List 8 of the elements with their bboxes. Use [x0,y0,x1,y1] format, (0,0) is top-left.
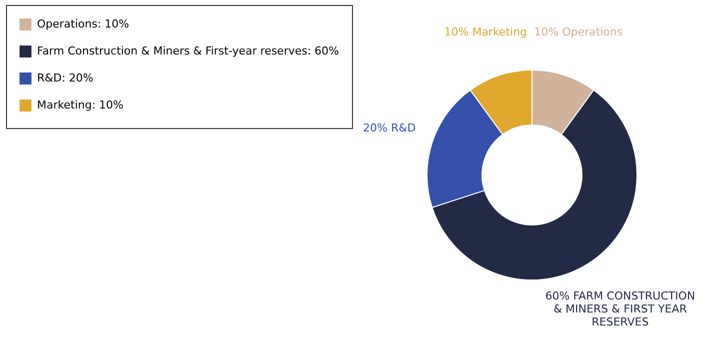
legend-label: R&D: 20% [37,72,94,84]
data-label: 60% FARM CONSTRUCTION & MINERS & FIRST YEAR RESERVES [545,289,696,328]
legend-label: Farm Construction & Miners & First-year reserves: 60% [37,44,340,58]
data-label: 10% Operations [534,25,623,38]
legend-label: Operations: 10% [37,18,130,30]
legend-label: Marketing: 10% [37,98,124,112]
data-label: 10% Marketing [444,25,528,38]
data-label: 20% R&D [363,122,416,135]
